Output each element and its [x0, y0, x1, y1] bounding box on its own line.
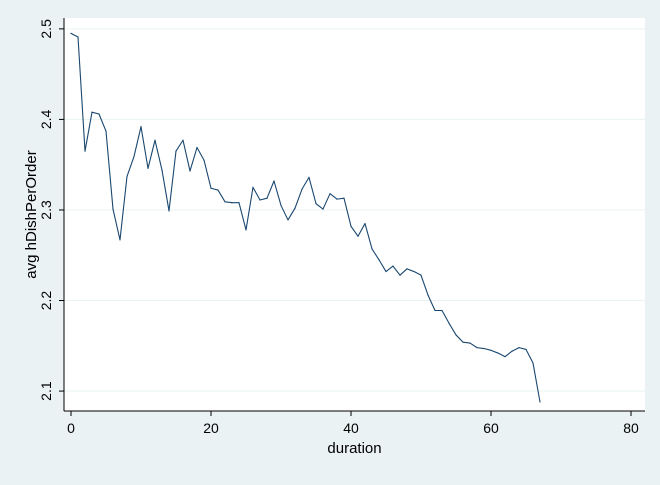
data-point — [273, 180, 275, 182]
data-point — [462, 341, 464, 343]
data-point — [448, 322, 450, 324]
data-point — [84, 150, 86, 152]
data-point — [196, 146, 198, 149]
data-point — [441, 309, 443, 312]
data-point — [203, 159, 205, 161]
data-point — [476, 347, 478, 349]
data-point — [511, 350, 513, 352]
data-point — [350, 225, 352, 227]
data-point — [434, 309, 436, 312]
data-point — [497, 352, 499, 354]
data-point — [252, 186, 254, 188]
y-axis-label: avg hDishPerOrder — [23, 150, 40, 278]
data-point — [147, 167, 149, 169]
data-point — [119, 239, 121, 241]
data-point — [231, 202, 233, 204]
data-point — [483, 347, 485, 350]
y-tick-label: 2.5 — [38, 19, 54, 39]
data-point — [406, 268, 408, 270]
data-point — [532, 362, 534, 364]
data-point — [518, 347, 520, 349]
data-point — [280, 204, 282, 207]
data-point — [490, 349, 492, 351]
series-line — [70, 32, 541, 403]
data-point — [266, 197, 268, 199]
data-point — [210, 187, 212, 189]
x-tick-label: 20 — [203, 420, 219, 436]
y-tick-label: 2.4 — [38, 109, 54, 129]
data-point — [427, 294, 429, 296]
data-point — [329, 193, 331, 195]
data-point — [336, 198, 338, 200]
data-point — [322, 208, 324, 210]
data-point — [378, 259, 380, 261]
data-point — [399, 274, 401, 276]
data-point — [175, 150, 177, 152]
x-axis-label: duration — [327, 440, 381, 457]
data-point — [469, 342, 471, 344]
data-point — [105, 130, 107, 132]
data-point — [133, 155, 135, 158]
y-tick-label: 2.2 — [38, 291, 54, 311]
data-point — [315, 203, 317, 205]
data-point — [189, 170, 191, 172]
data-point — [420, 274, 422, 276]
data-point — [301, 188, 303, 190]
data-point — [245, 229, 247, 231]
x-tick-label: 0 — [67, 420, 75, 436]
data-point — [539, 401, 541, 403]
data-point — [413, 270, 415, 273]
x-tick-label: 40 — [343, 420, 359, 436]
x-tick-label: 80 — [623, 420, 639, 436]
data-point — [140, 126, 142, 128]
data-point — [168, 210, 170, 212]
plot-area — [64, 18, 645, 411]
data-point — [504, 356, 506, 358]
data-point — [371, 248, 373, 250]
data-point — [77, 36, 79, 38]
data-point — [238, 202, 240, 204]
data-point — [455, 334, 457, 336]
data-point — [364, 222, 366, 225]
data-point — [259, 199, 261, 201]
data-point — [343, 197, 345, 199]
data-point — [126, 175, 128, 178]
data-point — [287, 219, 289, 221]
y-tick-label: 2.1 — [38, 381, 54, 401]
data-point — [294, 207, 296, 209]
data-point — [385, 270, 387, 273]
x-tick-label: 60 — [483, 420, 499, 436]
data-point — [98, 113, 100, 115]
data-point — [392, 265, 394, 267]
data-point — [217, 189, 219, 191]
data-point — [91, 111, 93, 113]
data-point — [70, 32, 72, 34]
data-point — [154, 139, 156, 141]
data-point — [161, 169, 163, 171]
data-point — [525, 348, 527, 351]
data-point — [357, 235, 359, 237]
data-point — [112, 208, 114, 210]
data-point — [182, 139, 184, 141]
data-point — [308, 176, 310, 178]
data-point — [224, 201, 226, 203]
y-tick-label: 2.3 — [38, 200, 54, 220]
